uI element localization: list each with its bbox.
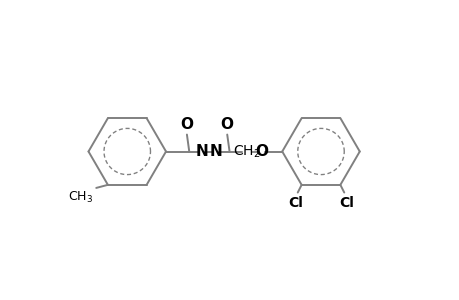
Text: CH$_3$: CH$_3$: [68, 190, 93, 205]
Text: CH$_2$: CH$_2$: [232, 143, 260, 160]
Text: N: N: [195, 144, 207, 159]
Text: N: N: [209, 144, 222, 159]
Text: O: O: [220, 117, 233, 132]
Text: Cl: Cl: [338, 196, 353, 210]
Text: O: O: [255, 144, 268, 159]
Text: O: O: [180, 117, 193, 132]
Text: Cl: Cl: [287, 196, 302, 210]
